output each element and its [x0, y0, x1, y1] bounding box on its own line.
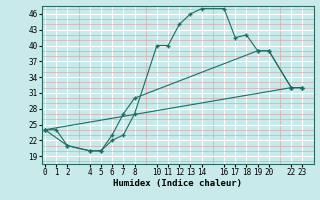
X-axis label: Humidex (Indice chaleur): Humidex (Indice chaleur): [113, 179, 242, 188]
